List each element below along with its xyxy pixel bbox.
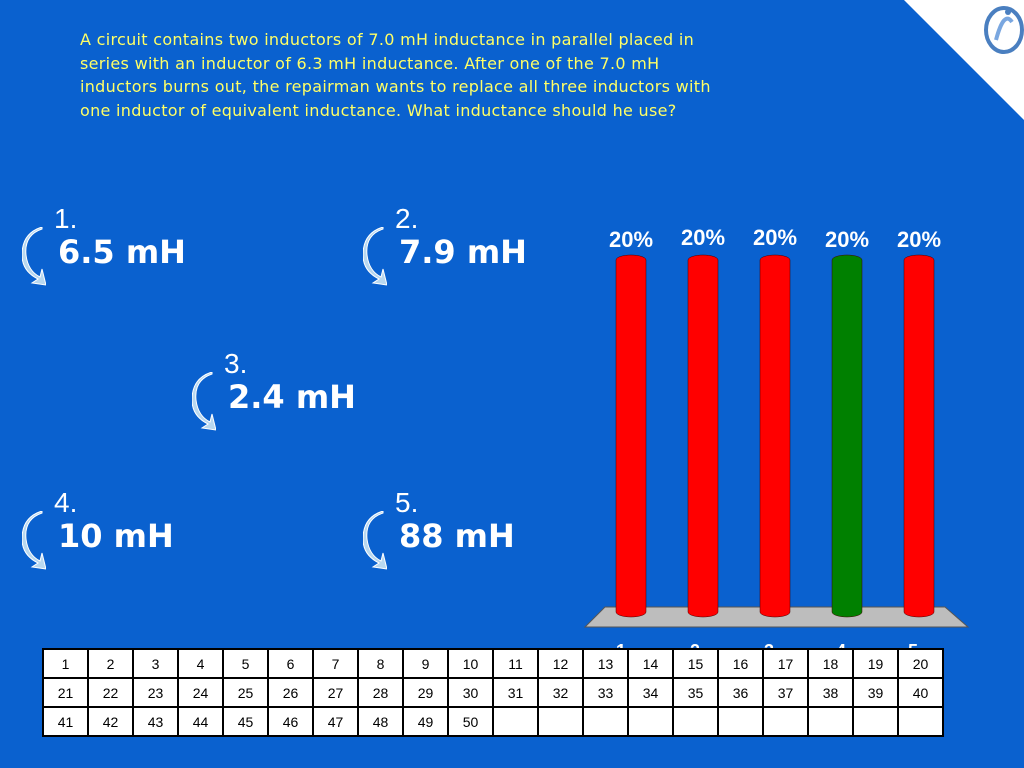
option-number: 3.	[224, 348, 248, 379]
grid-cell: 12	[537, 648, 584, 679]
grid-cell: 30	[447, 677, 494, 708]
grid-cell: 15	[672, 648, 719, 679]
grid-cell: 31	[492, 677, 539, 708]
grid-cell: 48	[357, 706, 404, 737]
grid-cell: 42	[87, 706, 134, 737]
response-chart: 20%120%220%320%420%5	[583, 225, 970, 660]
grid-cell	[672, 706, 719, 737]
option-number: 4.	[54, 487, 78, 518]
grid-cell: 7	[312, 648, 359, 679]
grid-cell: 16	[717, 648, 764, 679]
grid-cell: 5	[222, 648, 269, 679]
grid-cell: 34	[627, 677, 674, 708]
grid-cell: 27	[312, 677, 359, 708]
option-number: 1.	[54, 203, 78, 234]
grid-cell: 40	[897, 677, 944, 708]
grid-cell: 23	[132, 677, 179, 708]
curved-arrow-icon	[192, 372, 216, 431]
grid-cell: 17	[762, 648, 809, 679]
bar-3	[759, 254, 791, 618]
option-value: 88 mH	[399, 517, 515, 555]
grid-cell: 11	[492, 648, 539, 679]
curved-arrow-icon	[22, 227, 46, 286]
data-label-3: 20%	[753, 225, 797, 250]
data-label-5: 20%	[897, 227, 941, 252]
option-number: 2.	[395, 203, 419, 234]
response-grid: 1 2 3 4 5 6 7 8 9 10 11 12 13 14 15 16 17 18 19 20 21 22 23 24 2…	[42, 648, 944, 737]
grid-row: 21 22 23 24 25 26 27 28 29 30 31 32 33 34 35 36 37 38 39 40	[42, 677, 944, 708]
grid-cell: 29	[402, 677, 449, 708]
grid-cell: 45	[222, 706, 269, 737]
grid-cell	[582, 706, 629, 737]
grid-cell: 9	[402, 648, 449, 679]
curved-arrow-icon	[22, 511, 46, 570]
grid-cell: 47	[312, 706, 359, 737]
grid-cell	[852, 706, 899, 737]
grid-cell: 24	[177, 677, 224, 708]
grid-cell: 13	[582, 648, 629, 679]
grid-cell: 39	[852, 677, 899, 708]
grid-cell	[717, 706, 764, 737]
grid-cell: 36	[717, 677, 764, 708]
grid-cell	[897, 706, 944, 737]
grid-cell: 49	[402, 706, 449, 737]
grid-cell: 20	[897, 648, 944, 679]
grid-cell: 21	[42, 677, 89, 708]
grid-cell: 32	[537, 677, 584, 708]
bar-1	[615, 254, 647, 618]
grid-cell: 35	[672, 677, 719, 708]
grid-cell: 8	[357, 648, 404, 679]
option-value: 6.5 mH	[58, 233, 186, 271]
grid-cell: 19	[852, 648, 899, 679]
grid-cell: 3	[132, 648, 179, 679]
grid-cell: 2	[87, 648, 134, 679]
data-label-4: 20%	[825, 227, 869, 252]
grid-cell: 44	[177, 706, 224, 737]
grid-cell	[537, 706, 584, 737]
grid-cell: 46	[267, 706, 314, 737]
option-value: 2.4 mH	[228, 378, 356, 416]
grid-cell: 28	[357, 677, 404, 708]
data-label-1: 20%	[609, 227, 653, 252]
grid-cell	[627, 706, 674, 737]
grid-cell	[762, 706, 809, 737]
grid-cell: 43	[132, 706, 179, 737]
grid-cell: 1	[42, 648, 89, 679]
grid-cell: 26	[267, 677, 314, 708]
grid-cell: 4	[177, 648, 224, 679]
curved-arrow-icon	[363, 511, 387, 570]
grid-cell: 41	[42, 706, 89, 737]
option-value: 10 mH	[58, 517, 174, 555]
question-text: A circuit contains two inductors of 7.0 …	[80, 30, 711, 120]
option-number: 5.	[395, 487, 419, 518]
option-value: 7.9 mH	[399, 233, 527, 271]
grid-row: 41 42 43 44 45 46 47 48 49 50	[42, 706, 944, 737]
grid-cell: 25	[222, 677, 269, 708]
bar-2	[687, 254, 719, 618]
data-label-2: 20%	[681, 225, 725, 250]
grid-cell: 50	[447, 706, 494, 737]
bar-4	[831, 254, 863, 618]
info-icon	[984, 6, 1024, 54]
grid-row: 1 2 3 4 5 6 7 8 9 10 11 12 13 14 15 16 17 18 19 20	[42, 648, 944, 679]
grid-cell	[807, 706, 854, 737]
grid-cell: 18	[807, 648, 854, 679]
grid-cell: 22	[87, 677, 134, 708]
curved-arrow-icon	[363, 227, 387, 286]
bar-5	[903, 254, 935, 618]
grid-cell: 37	[762, 677, 809, 708]
grid-cell: 6	[267, 648, 314, 679]
grid-cell: 10	[447, 648, 494, 679]
grid-cell	[492, 706, 539, 737]
grid-cell: 14	[627, 648, 674, 679]
grid-cell: 33	[582, 677, 629, 708]
grid-cell: 38	[807, 677, 854, 708]
corner-logo	[904, 0, 1024, 120]
